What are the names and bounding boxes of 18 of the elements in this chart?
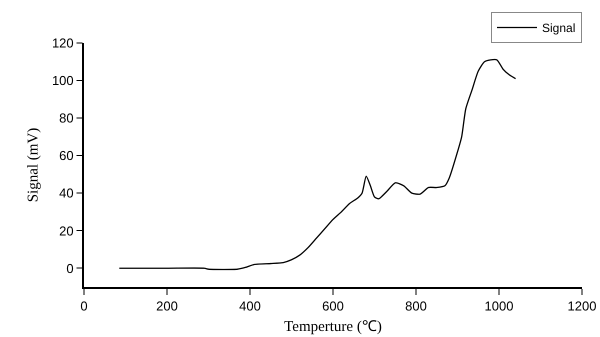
legend-label: Signal: [542, 21, 576, 36]
y-tick-label: 40: [59, 186, 74, 201]
y-tick-label: 60: [59, 148, 74, 164]
y-axis-title: Signal (mV): [26, 128, 42, 202]
x-tick-label: 400: [239, 298, 261, 314]
y-tick-label: 20: [59, 223, 74, 238]
y-tick-label: 100: [52, 73, 74, 88]
x-axis-title: Temperture (℃): [284, 318, 382, 335]
y-tick-label: 120: [52, 36, 74, 51]
x-tick-label: 0: [80, 298, 88, 314]
x-tick-label: 1200: [568, 298, 596, 314]
line-series: [118, 58, 516, 270]
y-tick-label: 80: [59, 110, 74, 126]
x-tick-label: 1000: [484, 298, 514, 314]
x-tick-label: 200: [156, 298, 178, 314]
x-tick-label: 600: [322, 298, 344, 314]
x-tick-label: 800: [405, 298, 427, 314]
y-tick-label: 0: [66, 260, 74, 276]
